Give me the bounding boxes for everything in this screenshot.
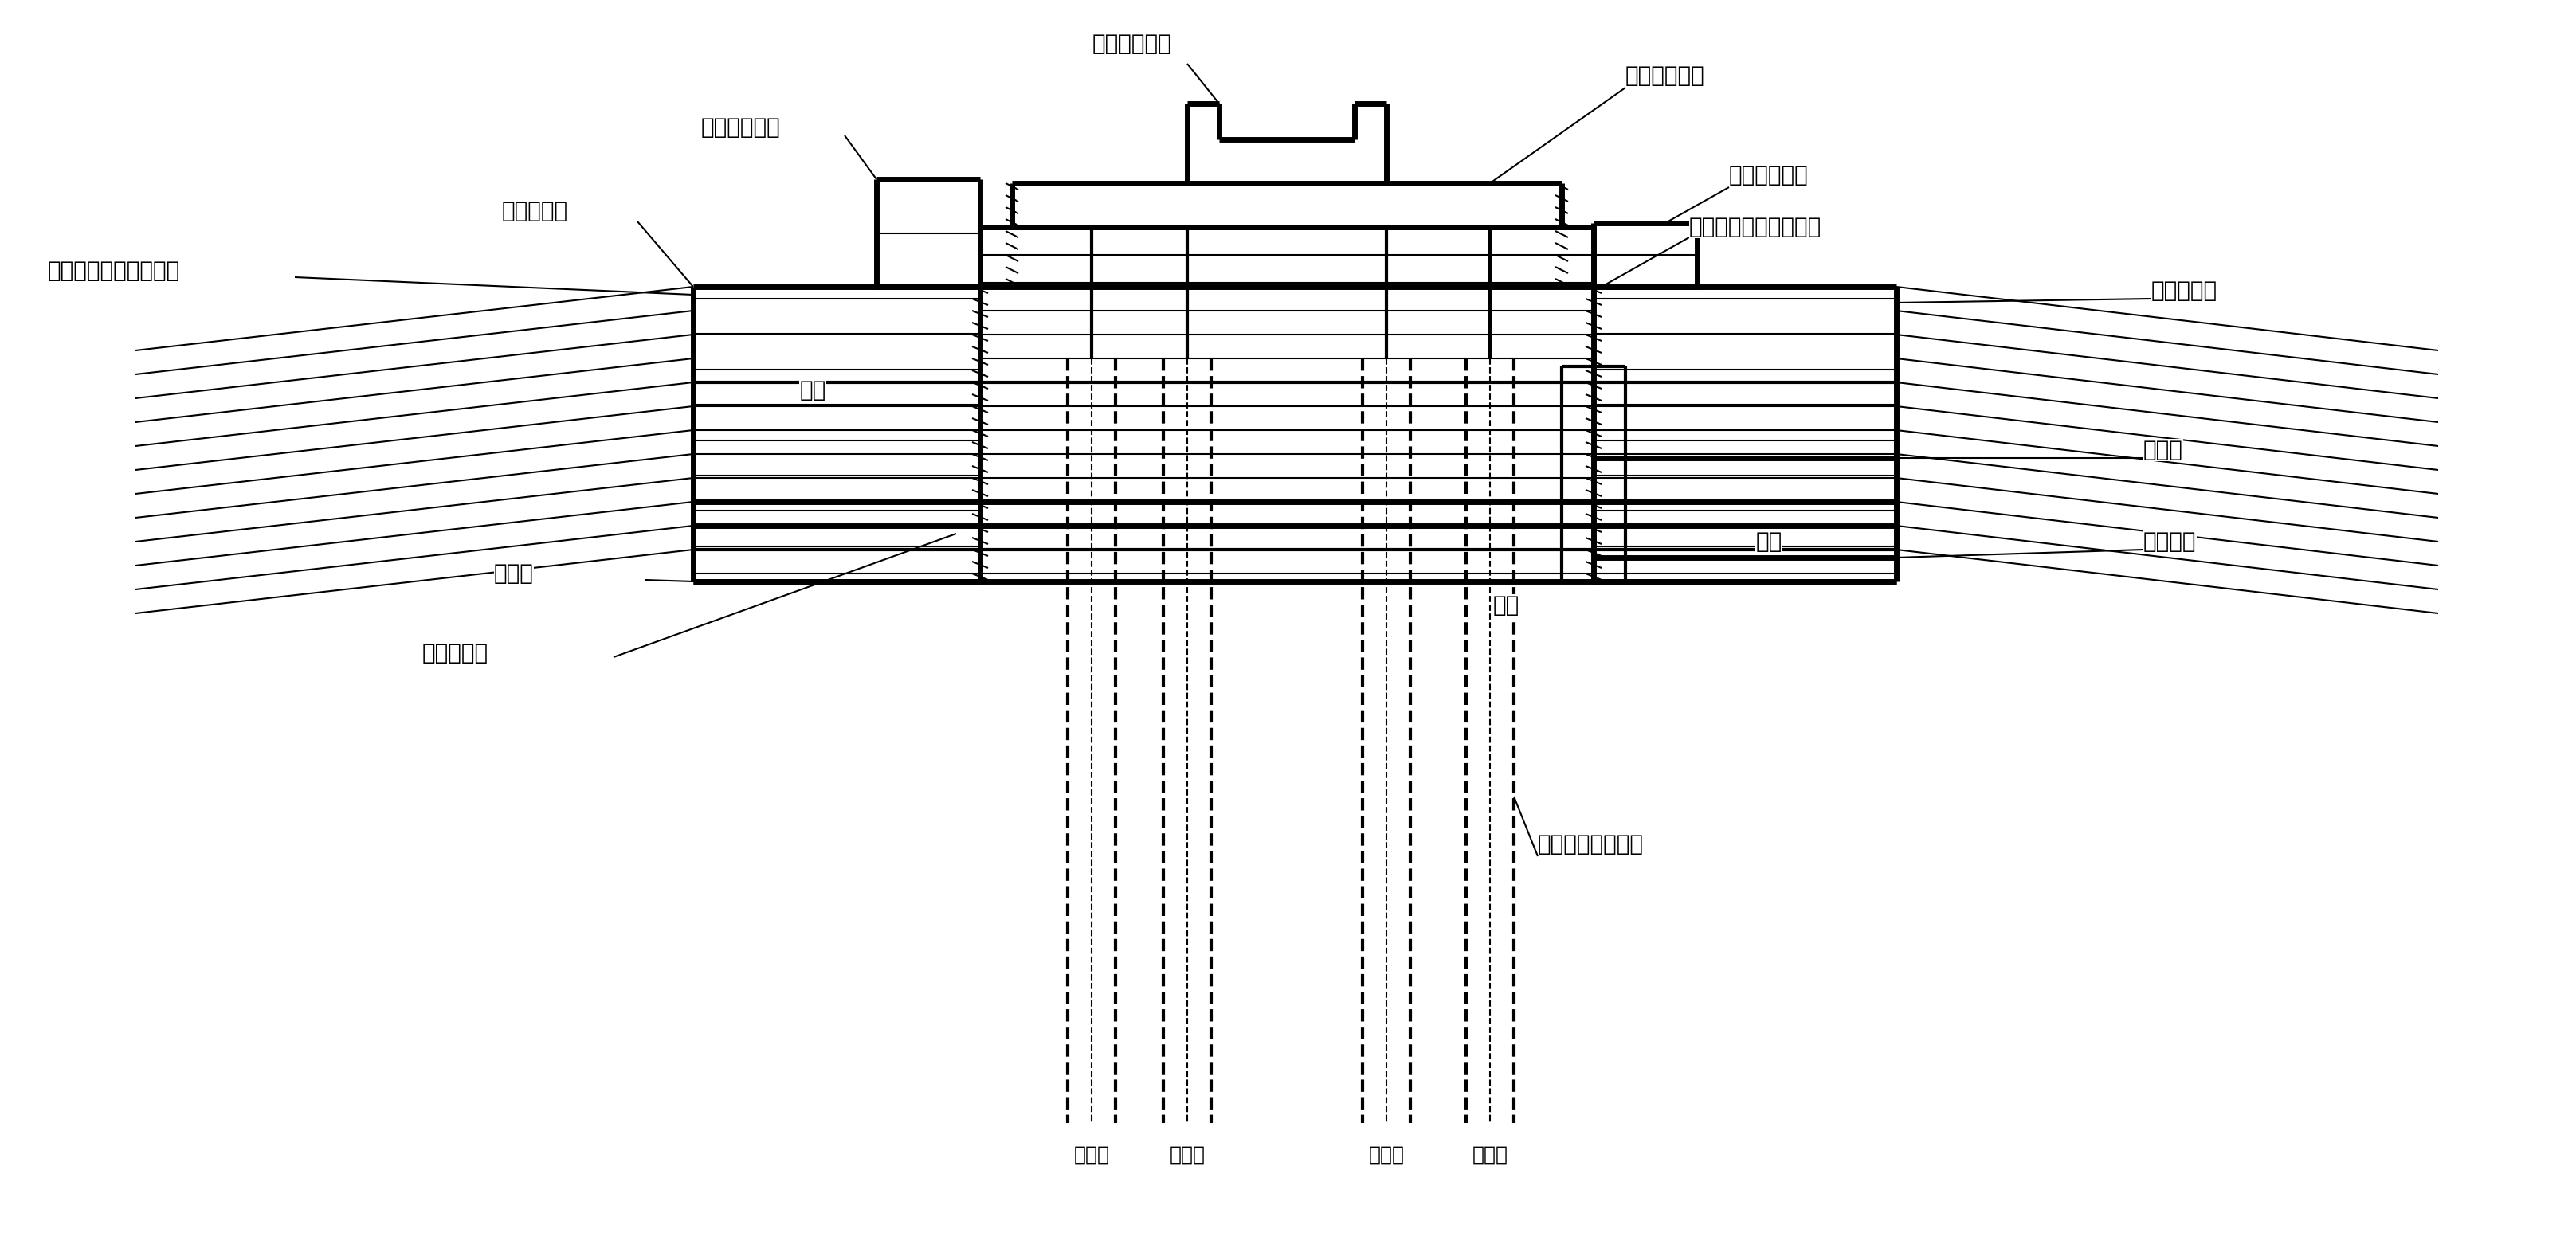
Text: 挡墙趾线: 挡墙趾线 [2143, 530, 2197, 552]
Text: 混凝土截水沟: 混凝土截水沟 [1092, 32, 1172, 55]
Text: 挡墙: 挡墙 [799, 380, 827, 401]
Text: 挡墙墙顶线: 挡墙墙顶线 [2151, 279, 2218, 302]
Text: 锚固桩: 锚固桩 [1074, 1145, 1110, 1164]
Text: 桩板墙墙顶线: 桩板墙墙顶线 [1625, 65, 1705, 87]
Text: 桩间挡土板: 桩间挡土板 [422, 642, 489, 664]
Text: 混凝土急流槽: 混凝土急流槽 [1728, 164, 1808, 186]
Text: 钢筋混凝土锚固桩: 钢筋混凝土锚固桩 [1538, 833, 1643, 855]
Text: 锚固桩: 锚固桩 [1471, 1145, 1507, 1164]
Text: 锚固桩: 锚固桩 [1170, 1145, 1206, 1164]
Text: 墙顶平台截水沟底面线: 墙顶平台截水沟底面线 [49, 259, 180, 282]
Text: 端墙: 端墙 [1492, 594, 1520, 617]
Text: 混凝土急流槽: 混凝土急流槽 [701, 117, 781, 139]
Text: 挡墙墙顶线: 挡墙墙顶线 [502, 200, 569, 222]
Text: 墙顶平台截水沟底面线: 墙顶平台截水沟底面线 [1690, 216, 1821, 238]
Text: 挡墙: 挡墙 [1757, 530, 1783, 552]
Text: 墙趾线: 墙趾线 [495, 562, 533, 585]
Text: 锚固桩: 锚固桩 [1368, 1145, 1404, 1164]
Text: 路肩线: 路肩线 [2143, 439, 2182, 462]
